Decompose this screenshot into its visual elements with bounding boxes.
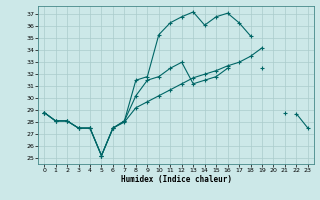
X-axis label: Humidex (Indice chaleur): Humidex (Indice chaleur) [121,175,231,184]
